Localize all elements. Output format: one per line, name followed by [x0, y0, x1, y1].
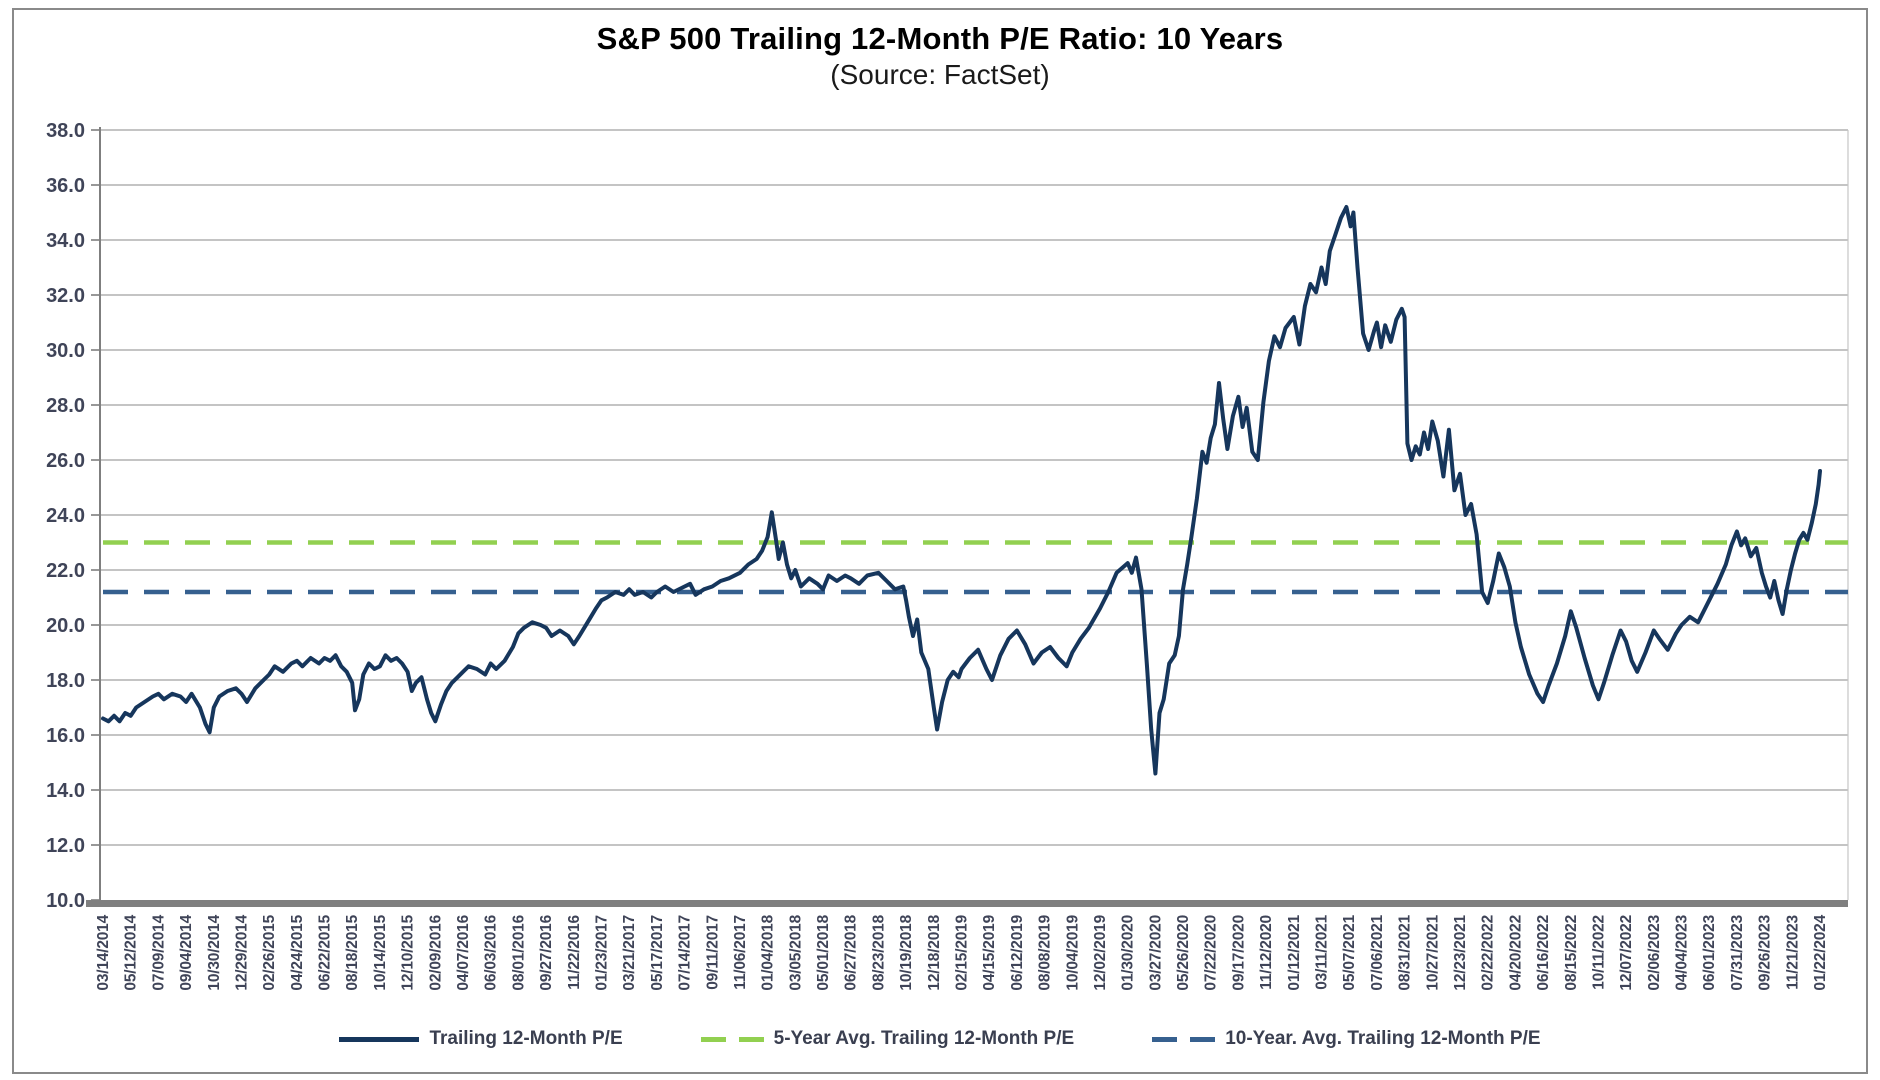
x-axis-label: 07/31/2023 — [1729, 914, 1746, 990]
x-axis-label: 03/21/2017 — [621, 915, 638, 991]
y-axis-label: 24.0 — [46, 505, 85, 527]
legend-item-trailing-pe: Trailing 12-Month P/E — [339, 1028, 623, 1050]
x-axis-label: 12/29/2014 — [233, 914, 250, 990]
x-axis-label: 04/15/2019 — [981, 914, 998, 990]
x-axis-label: 09/26/2023 — [1757, 914, 1774, 990]
y-axis-label: 12.0 — [46, 835, 85, 857]
legend-label-5yr-avg: 5-Year Avg. Trailing 12-Month P/E — [773, 1028, 1075, 1049]
x-axis-label: 07/06/2021 — [1369, 914, 1386, 990]
x-axis-label: 02/09/2016 — [427, 914, 444, 990]
trailing-pe-line-swatch-icon — [339, 1036, 420, 1042]
x-axis-label: 09/17/2020 — [1230, 915, 1247, 991]
x-axis-label: 12/02/2019 — [1092, 914, 1109, 990]
x-axis-label: 01/04/2018 — [760, 914, 777, 990]
y-axis-label: 30.0 — [46, 340, 85, 362]
x-axis-label: 10/27/2021 — [1424, 914, 1441, 990]
y-axis-label: 18.0 — [46, 670, 85, 692]
legend-label-10yr-avg: 10-Year. Avg. Trailing 12-Month P/E — [1225, 1028, 1541, 1049]
x-axis-label: 08/31/2021 — [1397, 914, 1414, 990]
x-axis-label: 04/04/2023 — [1674, 914, 1691, 990]
y-axis-label: 34.0 — [46, 230, 85, 252]
x-axis-label: 12/10/2015 — [400, 914, 417, 990]
x-axis-label: 08/18/2015 — [344, 914, 361, 990]
x-axis-label: 10/11/2022 — [1590, 915, 1607, 990]
legend-item-10yr-avg: 10-Year. Avg. Trailing 12-Month P/E — [1152, 1028, 1541, 1050]
x-axis-label: 09/11/2017 — [704, 915, 721, 990]
x-axis-label: 06/27/2018 — [843, 914, 860, 990]
ten-year-avg-dash-swatch-icon — [1152, 1036, 1216, 1042]
x-axis-label: 11/22/2016 — [566, 914, 583, 989]
x-axis-label: 08/01/2016 — [510, 914, 527, 990]
x-axis-label: 08/23/2018 — [870, 914, 887, 990]
chart-legend: Trailing 12-Month P/E 5-Year Avg. Traili… — [0, 1028, 1880, 1050]
x-axis-label: 12/23/2021 — [1452, 914, 1469, 990]
x-axis-label: 06/16/2022 — [1535, 915, 1552, 991]
legend-item-5yr-avg: 5-Year Avg. Trailing 12-Month P/E — [700, 1028, 1075, 1050]
x-axis-label: 09/04/2014 — [178, 914, 195, 990]
x-axis-label: 07/09/2014 — [150, 914, 167, 990]
x-axis-label: 11/21/2023 — [1784, 914, 1801, 989]
y-axis-label: 16.0 — [46, 725, 85, 747]
legend-label-trailing-pe: Trailing 12-Month P/E — [429, 1028, 623, 1049]
y-axis-label: 10.0 — [46, 890, 85, 912]
x-axis-label: 05/17/2017 — [649, 915, 666, 991]
x-axis-label: 10/30/2014 — [206, 914, 223, 990]
x-axis-label: 02/06/2023 — [1646, 914, 1663, 990]
y-axis-label: 14.0 — [46, 780, 85, 802]
y-axis-label: 32.0 — [46, 285, 85, 307]
x-axis-label: 01/23/2017 — [593, 915, 610, 991]
x-axis-label: 10/19/2018 — [898, 914, 915, 990]
x-axis-label: 06/22/2015 — [317, 914, 334, 990]
y-axis-label: 28.0 — [46, 395, 85, 417]
x-axis-label: 08/15/2022 — [1563, 915, 1580, 991]
x-axis-label: 01/22/2024 — [1812, 914, 1829, 990]
x-axis-label: 11/06/2017 — [732, 915, 749, 990]
chart-subtitle: (Source: FactSet) — [830, 59, 1050, 90]
y-axis-label: 36.0 — [46, 175, 85, 197]
chart-title: S&P 500 Trailing 12-Month P/E Ratio: 10 … — [596, 21, 1284, 56]
x-axis-label: 03/11/2021 — [1314, 914, 1331, 989]
x-axis-label: 02/15/2019 — [954, 914, 971, 990]
x-axis-label: 03/05/2018 — [787, 914, 804, 990]
x-axis-label: 02/26/2015 — [261, 914, 278, 990]
x-axis-label: 07/22/2020 — [1203, 915, 1220, 991]
y-axis-label: 38.0 — [46, 120, 85, 142]
x-axis-label: 10/04/2019 — [1064, 914, 1081, 990]
x-axis-label: 06/12/2019 — [1009, 914, 1026, 990]
x-axis-label: 07/14/2017 — [677, 915, 694, 991]
x-axis-label: 05/12/2014 — [123, 914, 140, 990]
x-axis-label: 04/24/2015 — [289, 914, 306, 990]
x-axis-label: 08/08/2019 — [1037, 914, 1054, 990]
x-axis-label: 05/01/2018 — [815, 914, 832, 990]
x-axis-label: 01/12/2021 — [1286, 914, 1303, 990]
y-axis-label: 26.0 — [46, 450, 85, 472]
x-axis-label: 03/14/2014 — [95, 914, 112, 990]
x-axis-label: 06/03/2016 — [483, 914, 500, 990]
x-axis-label: 12/07/2022 — [1618, 915, 1635, 991]
x-axis-label: 10/14/2015 — [372, 914, 389, 990]
x-axis-bar — [86, 900, 1848, 907]
x-axis-label: 03/27/2020 — [1147, 915, 1164, 991]
chart-header: S&P 500 Trailing 12-Month P/E Ratio: 10 … — [0, 20, 1880, 92]
x-axis-label: 04/07/2016 — [455, 914, 472, 990]
x-axis-label: 05/26/2020 — [1175, 915, 1192, 991]
x-axis-label: 05/07/2021 — [1341, 914, 1358, 990]
five-year-avg-dash-swatch-icon — [700, 1036, 764, 1042]
x-axis-label: 06/01/2023 — [1701, 914, 1718, 990]
x-axis-label: 01/30/2020 — [1120, 915, 1137, 991]
x-axis-label: 11/12/2020 — [1258, 915, 1275, 990]
trailing-pe-line — [101, 205, 1822, 776]
y-axis-label: 20.0 — [46, 615, 85, 637]
x-axis-label: 12/18/2018 — [926, 914, 943, 990]
y-axis-label: 22.0 — [46, 560, 85, 582]
x-axis-label: 02/22/2022 — [1480, 915, 1497, 991]
x-axis-label: 09/27/2016 — [538, 914, 555, 990]
x-axis-label: 04/20/2022 — [1507, 915, 1524, 991]
